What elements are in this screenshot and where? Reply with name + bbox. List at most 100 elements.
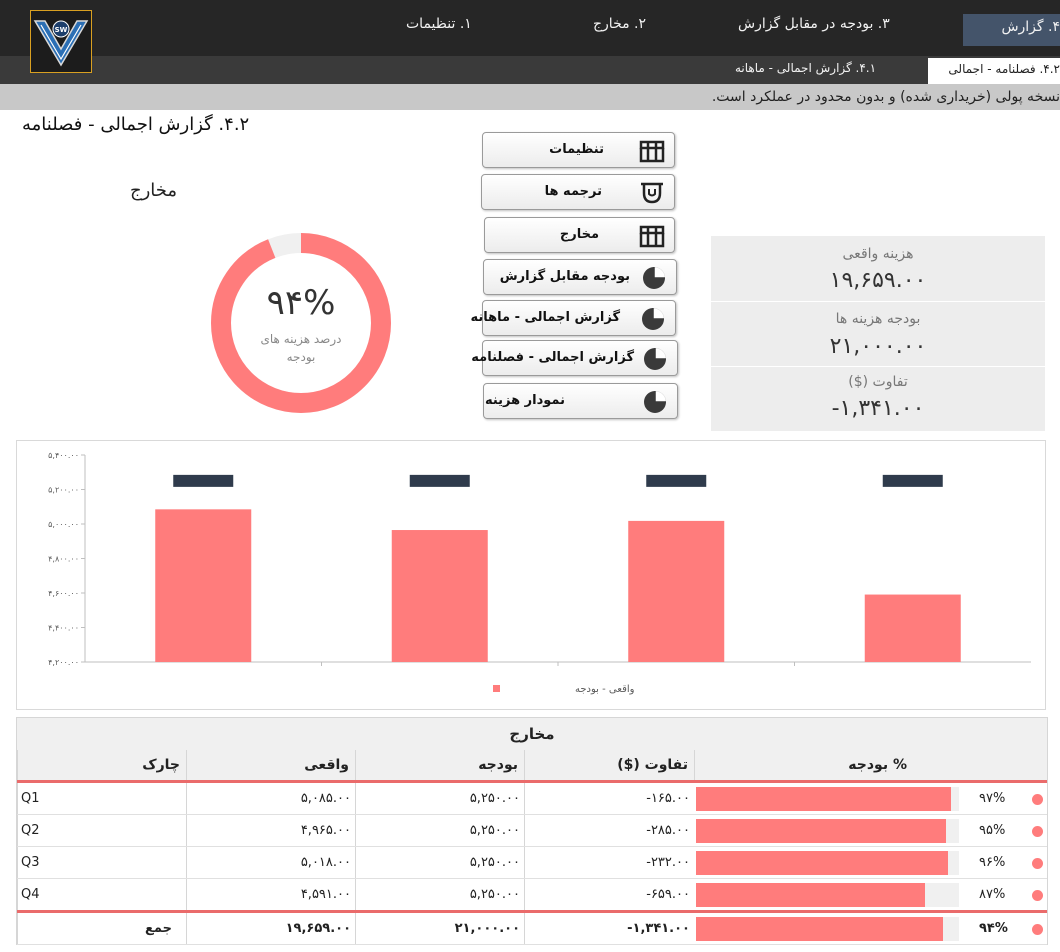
header-actual: واقعی [186,750,355,780]
bar-actual [864,594,961,662]
header-quarter: چارک [17,750,186,780]
cell-budget: ۵,۲۵۰.۰۰ [355,815,524,846]
top-nav-bar: ۴. گزارش ۳. بودجه در مقابل گزارش ۲. مخار… [0,0,1060,56]
cell-budget: ۲۱,۰۰۰.۰۰ [355,913,524,944]
expense-chart-button-label: نمودار هزینه [484,393,565,408]
pct-bar-fill [696,883,925,907]
pct-bar-fill [696,787,952,811]
pct-text: ۹۴% [979,921,1008,936]
tab-report[interactable]: ۴. گزارش [963,14,1060,46]
status-dot-icon [1032,794,1043,805]
y-tick-label: ۴,۸۰۰.۰۰ [48,555,79,564]
header-budget: بودجه [355,750,524,780]
bar-chart-svg: ۴,۲۰۰.۰۰ ۴,۴۰۰.۰۰ ۴,۶۰۰.۰۰ ۴,۸۰۰.۰۰ ۵,۰۰۰.۰۰… [48,451,1031,695]
y-tick-label: ۴,۲۰۰.۰۰ [48,658,79,667]
cell-diff: -۲۳۲.۰۰ [524,847,694,878]
cell-budget: ۵,۲۵۰.۰۰ [355,879,524,910]
table-header-row: چارک واقعی بودجه تفاوت ($) % بودجه [17,750,1047,780]
pct-bar-fill [696,917,944,941]
pie-icon [644,348,666,370]
quarterly-summary-button[interactable]: گزارش اجمالی - فصلنامه [471,340,678,376]
budget-vs-report-button-label: بودجه مقابل گزارش [499,269,630,284]
quarterly-bar-chart: ۴,۲۰۰.۰۰ ۴,۴۰۰.۰۰ ۴,۶۰۰.۰۰ ۴,۸۰۰.۰۰ ۵,۰۰۰.۰۰… [16,440,1046,710]
status-dot-icon [1032,924,1043,935]
translations-button-label: ترجمه ها [544,184,602,199]
donut-percent: ۹۴% [266,283,336,323]
y-tick-label: ۴,۴۰۰.۰۰ [48,624,79,633]
tab-expenses[interactable]: ۲. مخارج [593,16,647,32]
y-tick-label: ۴,۶۰۰.۰۰ [48,589,79,598]
cell-pct: ۹۷% [694,783,1047,814]
cell-quarter: Q1 [17,783,186,814]
settings-button-label: تنظیمات [549,142,604,157]
cell-diff: -۲۸۵.۰۰ [524,815,694,846]
pct-bar-track [696,819,959,843]
kpi-divider [711,301,1045,302]
sub-nav-bar: ۴.۲. فصلنامه - اجمالی ۴.۱. گزارش اجمالی … [0,56,1060,84]
quarterly-summary-button-label: گزارش اجمالی - فصلنامه [471,350,634,365]
pct-bar-fill [696,819,946,843]
bar-actual [155,509,252,662]
header-diff: تفاوت ($) [524,750,694,780]
cell-pct: ۹۵% [694,815,1047,846]
subtab-quarterly-summary[interactable]: ۴.۲. فصلنامه - اجمالی [928,58,1060,84]
expense-chart-button[interactable]: نمودار هزینه [483,383,678,419]
kpi-budget-value: ۲۱,۰۰۰.۰۰ [829,334,927,359]
translations-button[interactable]: ترجمه ها [481,174,675,210]
donut-label: درصد هزینه های بودجه [260,332,342,364]
cell-actual: ۱۹,۶۵۹.۰۰ [186,913,355,944]
marker-budget [173,474,234,487]
cell-diff: -۱۶۵.۰۰ [524,783,694,814]
pct-bar-track [696,917,959,941]
cell-budget: ۵,۲۵۰.۰۰ [355,783,524,814]
monthly-summary-button[interactable]: گزارش اجمالی - ماهانه [470,300,676,336]
tab-budget-vs-report[interactable]: ۳. بودجه در مقابل گزارش [738,16,890,32]
tab-settings[interactable]: ۱. تنظیمات [406,16,472,32]
expenses-button[interactable]: مخارج [484,217,675,253]
cell-pct: ۹۶% [694,847,1047,878]
donut-arc [211,233,391,413]
pct-text: ۹۷% [979,791,1006,806]
store-icon [639,225,665,248]
marker-budget [882,474,943,487]
page-title: ۴.۲. گزارش اجمالی - فصلنامه [22,114,250,135]
pct-text: ۹۶% [979,855,1006,870]
budget-donut-chart [211,233,391,413]
pct-bar-track [696,883,959,907]
budget-vs-report-button[interactable]: بودجه مقابل گزارش [483,259,677,295]
logo-text: SW [55,26,68,34]
cell-actual: ۵,۰۸۵.۰۰ [186,783,355,814]
kpi-diff-value: -۱,۳۴۱.۰۰ [831,396,925,421]
expenses-table: مخارج چارک واقعی بودجه تفاوت ($) % بودجه… [16,717,1048,945]
status-dot-icon [1032,890,1043,901]
pct-bar-track [696,787,959,811]
kpi-actual-value: ۱۹,۶۵۹.۰۰ [829,268,927,293]
cell-diff: -۶۵۹.۰۰ [524,879,694,910]
table-row: Q2 ۴,۹۶۵.۰۰ ۵,۲۵۰.۰۰ -۲۸۵.۰۰ ۹۵% [17,815,1047,847]
cell-actual: ۵,۰۱۸.۰۰ [186,847,355,878]
cell-pct: ۸۷% [694,879,1047,910]
kpi-budget-label: بودجه هزینه ها [835,311,921,327]
cell-total-label: جمع [17,913,186,944]
pct-bar-fill [696,851,949,875]
y-tick-label: ۵,۴۰۰.۰۰ [48,451,79,460]
subtab-monthly-summary[interactable]: ۴.۱. گزارش اجمالی - ماهانه [735,61,877,75]
bar-actual [628,520,725,662]
table-total-row: جمع ۱۹,۶۵۹.۰۰ ۲۱,۰۰۰.۰۰ -۱,۳۴۱.۰۰ ۹۴% [17,913,1047,945]
legend-label: واقعی - بودجه [575,684,635,695]
bar-actual [391,530,488,662]
header-divider [17,780,1047,783]
table-title: مخارج [17,718,1047,750]
pct-text: ۸۷% [979,887,1006,902]
kpi-panel: هزینه واقعی ۱۹,۶۵۹.۰۰ بودجه هزینه ها ۲۱,… [711,236,1045,431]
cell-quarter: Q4 [17,879,186,910]
table-row: Q1 ۵,۰۸۵.۰۰ ۵,۲۵۰.۰۰ -۱۶۵.۰۰ ۹۷% [17,783,1047,815]
table-row: Q3 ۵,۰۱۸.۰۰ ۵,۲۵۰.۰۰ -۲۳۲.۰۰ ۹۶% [17,847,1047,879]
donut-title: مخارج [130,180,178,201]
pct-bar-track [696,851,959,875]
marker-budget [409,474,470,487]
kpi-actual-label: هزینه واقعی [842,246,914,262]
cup-icon [641,182,663,204]
table-row: Q4 ۴,۵۹۱.۰۰ ۵,۲۵۰.۰۰ -۶۵۹.۰۰ ۸۷% [17,879,1047,911]
settings-button[interactable]: تنظیمات [482,132,675,168]
